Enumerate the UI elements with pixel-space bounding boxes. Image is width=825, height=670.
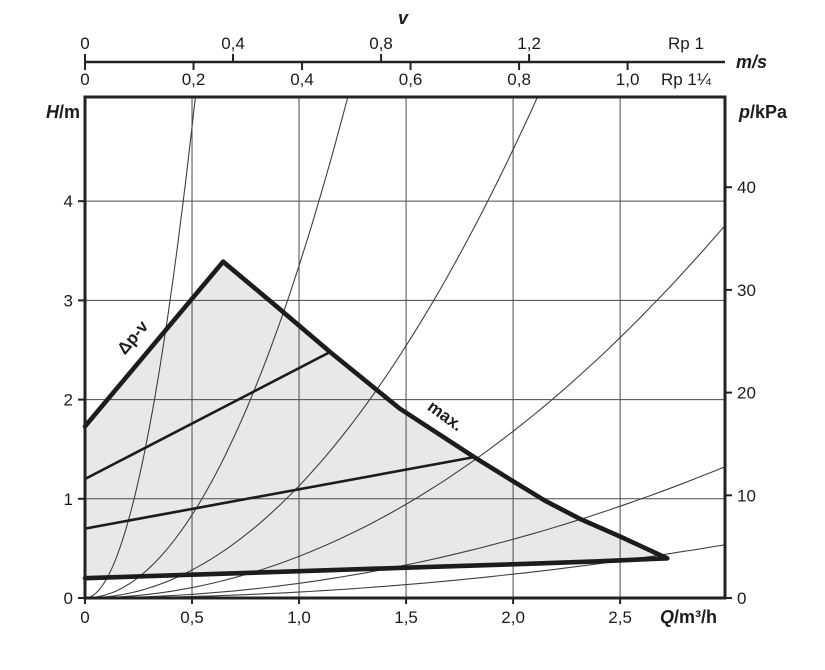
- h-axis-title: H/m: [46, 102, 80, 122]
- h-axis-tick-label: 4: [64, 192, 73, 211]
- q-axis-tick-label: 2,0: [501, 608, 525, 627]
- v-tick-label-rp114: 0: [80, 70, 89, 89]
- h-axis-tick-label: 0: [64, 589, 73, 608]
- p-axis-tick-label: 30: [737, 281, 756, 300]
- v-axis-unit: m/s: [736, 52, 767, 72]
- h-axis-tick-label: 1: [64, 490, 73, 509]
- h-axis-tick-label: 2: [64, 391, 73, 410]
- v-tick-label-rp1: 0,8: [369, 34, 393, 53]
- control-curve: [83, 455, 476, 530]
- q-axis-title: Q/m³/h: [660, 607, 717, 627]
- envelope-max: [220, 259, 670, 561]
- p-axis-tick-label: 10: [737, 486, 756, 505]
- envelope-min: [82, 555, 670, 581]
- p-axis-tick-label: 0: [737, 589, 746, 608]
- system-curve: [85, 466, 726, 599]
- h-axis-tick-label: 3: [64, 291, 73, 310]
- p-axis-title: p/kPa: [738, 102, 788, 122]
- v-tick-label-rp1: 1,2: [517, 34, 541, 53]
- envelope-rise: [82, 259, 226, 429]
- control-curve: [83, 350, 332, 481]
- v-tick-label-rp114: 0,6: [399, 70, 423, 89]
- p-axis-tick-label: 40: [737, 178, 756, 197]
- q-axis-tick-label: 1,0: [287, 608, 311, 627]
- v-axis-title: v: [398, 8, 409, 28]
- scale-name-rp114: Rp 1¼: [661, 70, 712, 89]
- v-tick-label-rp114: 1,0: [616, 70, 640, 89]
- q-axis-tick-label: 1,5: [394, 608, 418, 627]
- v-tick-label-rp1: 0,4: [221, 34, 245, 53]
- v-tick-label-rp114: 0,4: [290, 70, 314, 89]
- v-tick-label-rp1: 0: [80, 34, 89, 53]
- q-axis-tick-label: 2,5: [608, 608, 632, 627]
- system-curve: [84, 96, 196, 599]
- p-axis-tick-label: 20: [737, 384, 756, 403]
- system-curve: [84, 96, 539, 599]
- scale-name-rp1: Rp 1: [668, 34, 704, 53]
- system-curve: [84, 96, 349, 599]
- q-axis-tick-label: 0: [80, 608, 89, 627]
- v-tick-label-rp114: 0,8: [507, 70, 531, 89]
- plot-frame: [83, 95, 727, 600]
- envelope-fill: [85, 261, 668, 579]
- system-curve: [84, 225, 726, 599]
- v-tick-label-rp114: 0,2: [182, 70, 206, 89]
- q-axis-tick-label: 0,5: [180, 608, 204, 627]
